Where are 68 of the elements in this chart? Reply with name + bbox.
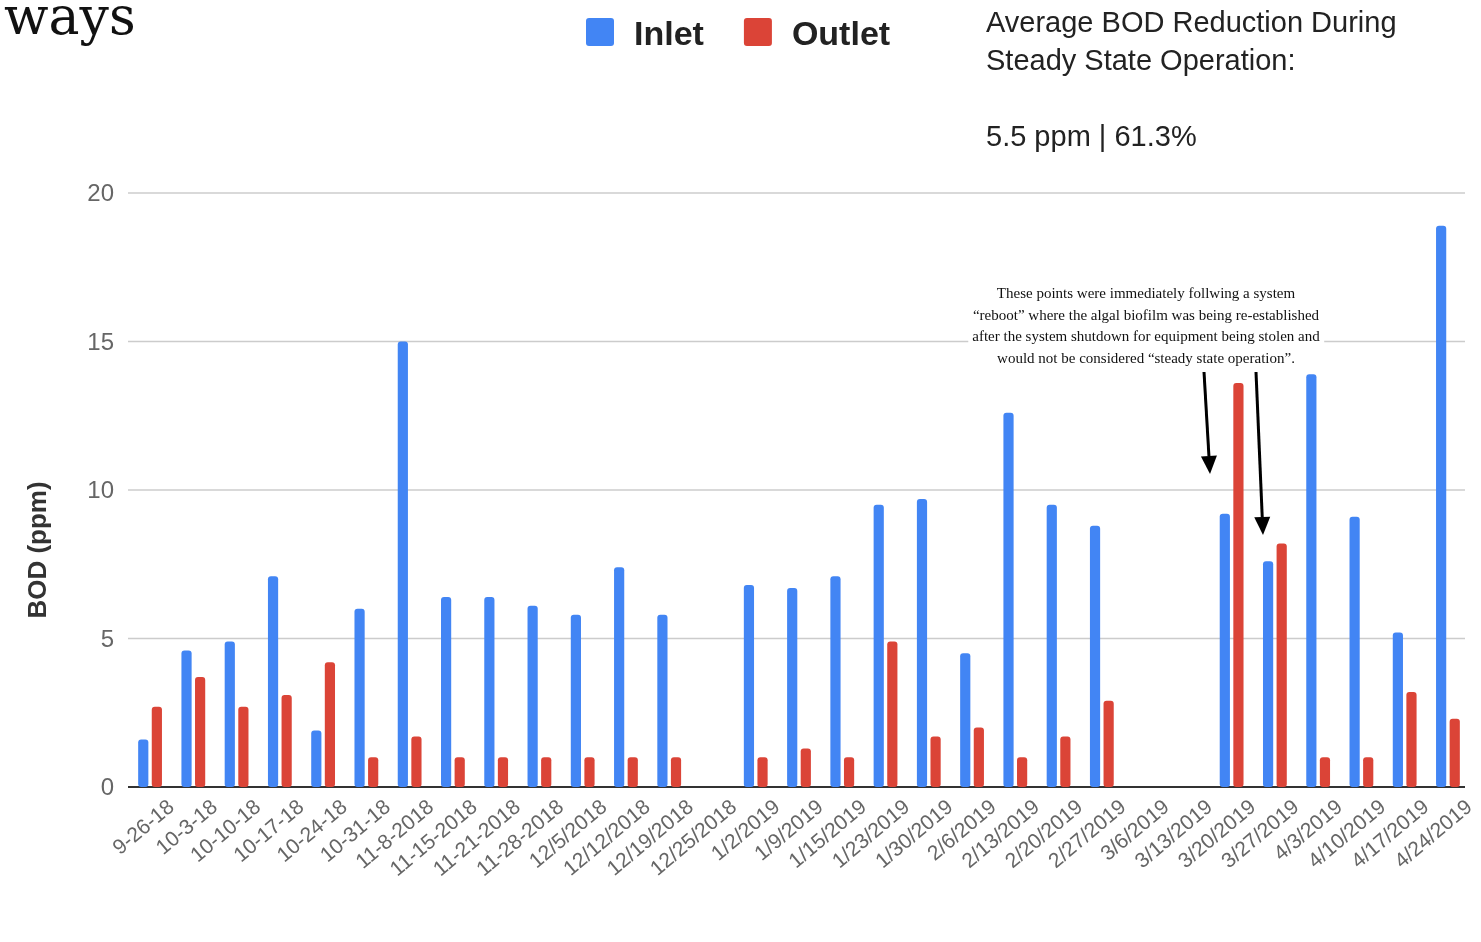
bar	[1046, 504, 1057, 787]
y-tick-label: 15	[87, 327, 114, 355]
bar	[224, 641, 235, 787]
chart-title: ways	[4, 0, 136, 46]
bar	[151, 706, 162, 787]
bar	[368, 757, 379, 787]
bar	[267, 576, 279, 787]
bar	[527, 605, 538, 787]
bar	[873, 504, 884, 787]
bar	[1306, 374, 1317, 787]
bar	[195, 677, 206, 787]
bar	[614, 567, 625, 787]
bar	[1233, 383, 1244, 787]
bar	[1319, 757, 1331, 787]
bar	[541, 757, 552, 787]
text: 5.5 ppm | 61.3%	[986, 120, 1197, 152]
bar	[584, 757, 595, 787]
bar	[570, 614, 581, 787]
bar	[743, 585, 755, 787]
bar	[1276, 543, 1287, 787]
legend-label: Outlet	[791, 14, 891, 52]
bar	[181, 650, 192, 787]
bar	[1219, 513, 1230, 787]
bar	[843, 757, 855, 787]
bar	[324, 662, 336, 787]
bar	[1089, 525, 1101, 787]
bar	[497, 757, 509, 787]
bar	[397, 341, 408, 787]
bar	[800, 748, 811, 787]
bar	[787, 588, 798, 787]
bar	[657, 614, 668, 787]
text: Average BOD Reduction During Steady State Operation:	[986, 6, 1397, 76]
bar	[1017, 757, 1028, 787]
y-tick-label: 0	[100, 773, 114, 801]
bar	[627, 757, 638, 787]
bar	[281, 694, 292, 787]
bar	[1406, 691, 1417, 787]
y-tick-label: 20	[87, 179, 114, 207]
bar	[454, 757, 465, 787]
bar	[1349, 516, 1360, 787]
bar	[973, 727, 984, 787]
bar	[1103, 700, 1114, 787]
bar	[887, 641, 898, 787]
bar	[354, 608, 365, 787]
y-tick-label: 10	[87, 476, 114, 504]
bar	[1363, 757, 1374, 787]
bar	[441, 596, 452, 787]
bar	[484, 596, 495, 787]
bar	[1449, 718, 1460, 787]
bar	[411, 736, 422, 787]
bar	[670, 757, 682, 787]
bar	[1262, 561, 1274, 787]
bar	[1392, 632, 1403, 787]
bar	[1436, 225, 1447, 787]
bar	[960, 653, 971, 787]
bar	[830, 576, 841, 787]
bar	[311, 730, 322, 787]
y-axis-title: BOD (ppm)	[22, 481, 52, 619]
bar	[138, 739, 149, 787]
bar	[930, 736, 941, 787]
bar	[1060, 736, 1071, 787]
bar	[916, 498, 928, 787]
bar	[1003, 412, 1014, 787]
annotation: These points were immediately follwing a system “reboot” where the algal biofilm was being re-established after the system shutdown for equipment being stolen and would not be considered “steady state operation”.	[972, 285, 1321, 366]
bar	[757, 757, 768, 787]
legend-label: Inlet	[634, 14, 704, 52]
y-tick-label: 5	[100, 624, 114, 652]
bar	[238, 706, 249, 787]
